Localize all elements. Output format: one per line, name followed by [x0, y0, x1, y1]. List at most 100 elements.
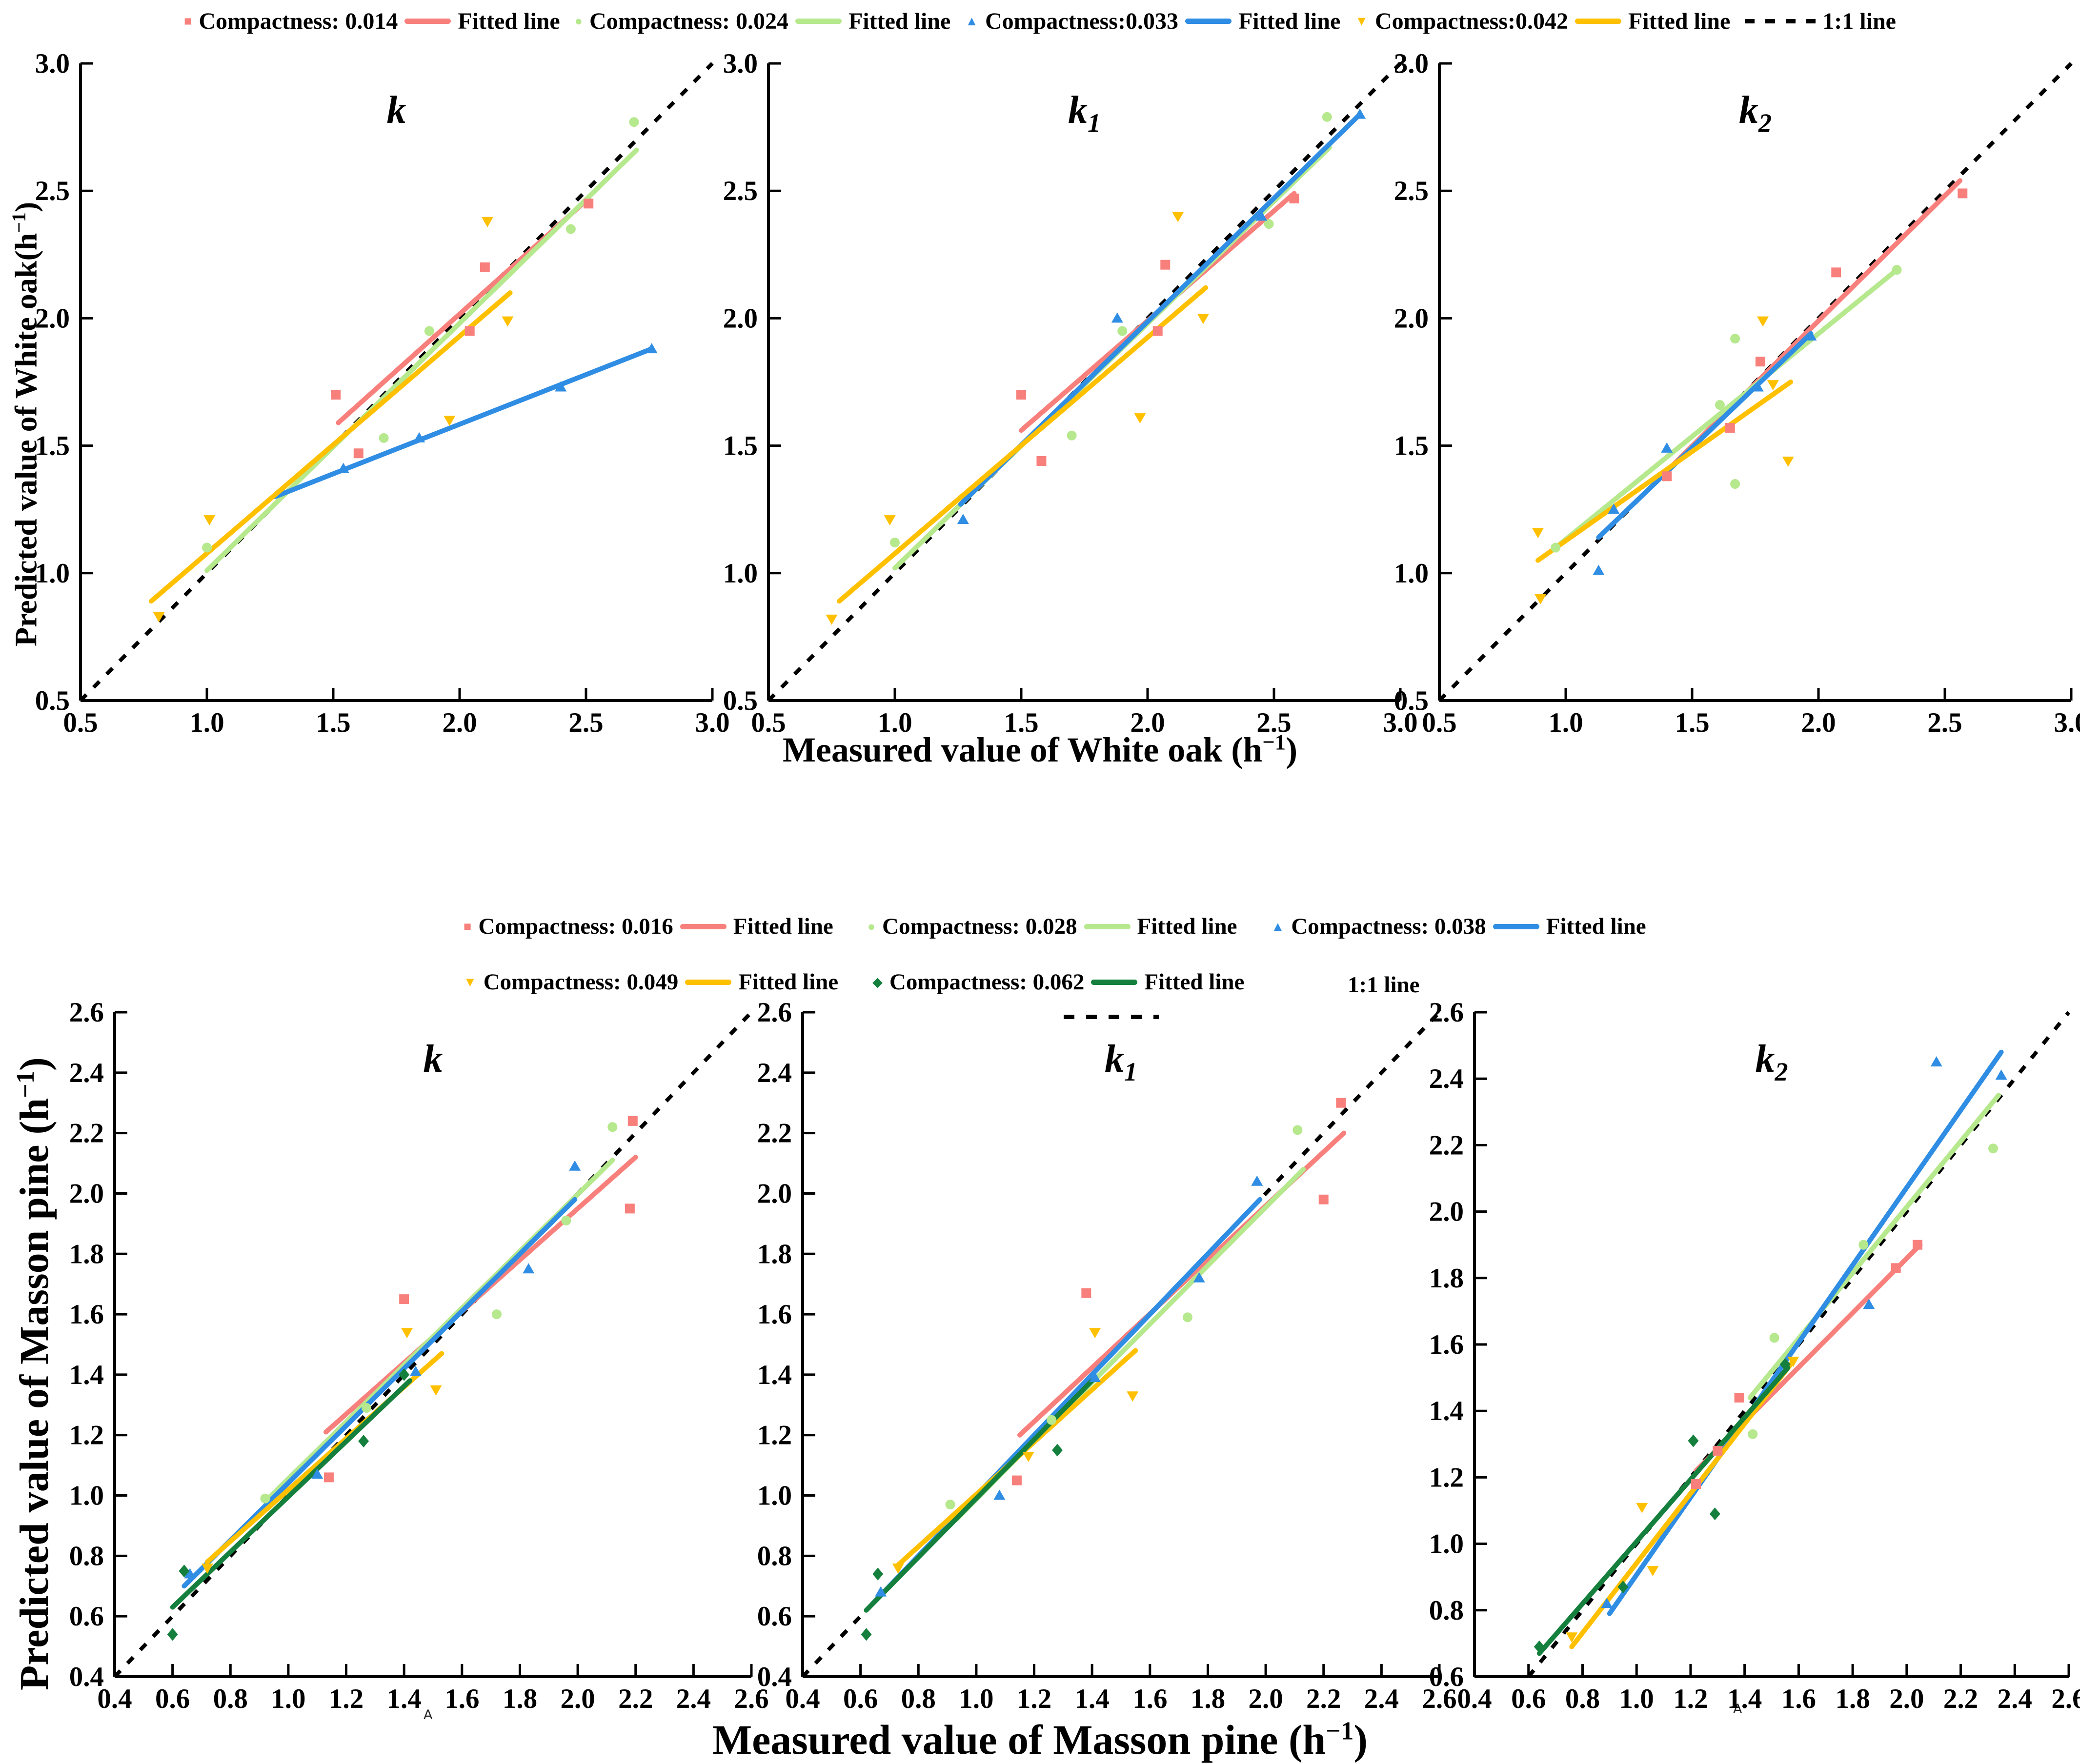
- circle-data-point: [1551, 542, 1561, 553]
- panel-title-subscript: 2: [1775, 1057, 1788, 1086]
- triangle-up-data-point: [1930, 1056, 1942, 1067]
- y-tick-label: 1.8: [757, 1239, 792, 1269]
- fitted-line-darkgreen: [864, 1375, 1098, 1613]
- square-data-point: [625, 1203, 635, 1214]
- panel-title-subscript: 1: [1124, 1057, 1137, 1086]
- triangle-down-data-point: [1757, 316, 1769, 327]
- y-tick-label: 2.0: [1429, 1197, 1464, 1227]
- circle-data-point: [1748, 1429, 1758, 1439]
- x-tick-label: 1.0: [271, 1684, 305, 1714]
- x-tick-label: 1.0: [1548, 707, 1583, 738]
- circle-data-point: [379, 433, 389, 443]
- x-tick-label: 2.0: [1130, 707, 1165, 738]
- x-axis-title-masson-pine: Measured value of Masson pine (h−1): [712, 1716, 1368, 1763]
- triangle-down-data-point: [1532, 528, 1544, 539]
- x-tick-label: 2.4: [1364, 1684, 1399, 1714]
- square-data-point: [480, 262, 490, 272]
- one-to-one-label-bottom: 1:1 line: [1348, 972, 1420, 998]
- square-data-point: [1734, 1392, 1744, 1403]
- y-tick-label: 0.5: [35, 685, 70, 716]
- circle-data-point: [1292, 1125, 1303, 1135]
- diamond-data-point: [1617, 1581, 1629, 1594]
- x-tick-label: 1.6: [1781, 1684, 1816, 1714]
- x-tick-label: 0.6: [1511, 1684, 1546, 1714]
- y-tick-label: 2.6: [69, 997, 104, 1028]
- y-tick-label: 0.4: [757, 1662, 792, 1692]
- y-tick-label: 1.6: [1429, 1329, 1464, 1360]
- triangle-up-data-point: [1995, 1069, 2007, 1080]
- legend-label: Compactness: 0.038: [1291, 914, 1486, 939]
- x-tick-label: 2.0: [560, 1684, 595, 1714]
- y-tick-label: 1.5: [1394, 431, 1429, 461]
- legend-bottom-row1: ■ Compactness: 0.016 Fitted line ● Compa…: [464, 913, 1646, 940]
- circle-data-point: [260, 1493, 270, 1503]
- panel-title-subscript: 2: [1758, 108, 1772, 138]
- one-to-one-line: [113, 1011, 753, 1678]
- x-tick-label: 1.6: [1132, 1684, 1167, 1714]
- legend-bottom-row2: ▼ Compactness: 0.049 Fitted line ◆ Compa…: [464, 969, 1244, 995]
- dashed-line-swatch-bottom-icon: [1064, 1015, 1159, 1019]
- circle-data-point: [424, 326, 434, 336]
- x-tick-label: 1.6: [444, 1684, 479, 1714]
- circle-marker-icon: ●: [574, 14, 583, 28]
- fitted-line-yellow: [1569, 1359, 1796, 1649]
- x-tick-label: 2.0: [442, 707, 477, 738]
- x-tick-label: 1.2: [1017, 1684, 1051, 1714]
- triangle-down-data-point: [430, 1385, 442, 1396]
- x-tick-label: 0.6: [155, 1684, 190, 1714]
- triangle-up-data-point: [413, 432, 425, 442]
- x-tick-label: 0.8: [901, 1684, 936, 1714]
- circle-data-point: [629, 117, 639, 127]
- legend-label: Compactness: 0.062: [889, 969, 1085, 995]
- legend-item-compactness-0049: ▼ Compactness: 0.049 Fitted line: [464, 969, 838, 995]
- triangle-up-marker-icon: ▲: [1271, 919, 1285, 934]
- triangle-up-marker-icon: ▲: [965, 14, 978, 28]
- y-tick-label: 0.6: [1429, 1662, 1464, 1692]
- y-tick-label: 2.0: [757, 1178, 792, 1209]
- y-tick-label: 1.8: [69, 1239, 104, 1269]
- circle-data-point: [565, 224, 576, 234]
- y-tick-label: 3.0: [1394, 48, 1429, 79]
- fitted-line-blue: [1607, 1049, 2004, 1616]
- x-tick-label: 2.6: [734, 1684, 768, 1714]
- triangle-down-data-point: [481, 217, 493, 227]
- panel-title: k1: [1105, 1038, 1137, 1086]
- panel-title: k2: [1739, 89, 1772, 138]
- fitted-line-label: Fitted line: [1144, 969, 1245, 995]
- triangle-down-data-point: [1566, 1632, 1578, 1643]
- triangle-down-data-point: [1535, 594, 1547, 605]
- y-tick-label: 1.2: [1429, 1462, 1464, 1493]
- legend-item-compactness-0062: ◆ Compactness: 0.062 Fitted line: [872, 969, 1244, 995]
- y-tick-label: 0.8: [69, 1541, 104, 1571]
- triangle-up-data-point: [1354, 108, 1366, 119]
- circle-data-point: [1047, 1415, 1057, 1425]
- x-tick-label: 2.4: [676, 1684, 711, 1714]
- panel-title: k2: [1756, 1038, 1788, 1086]
- triangle-up-data-point: [409, 1365, 422, 1376]
- x-tick-label: 1.4: [1075, 1684, 1110, 1714]
- x-tick-label: 3.0: [695, 707, 729, 738]
- y-tick-label: 0.4: [69, 1662, 104, 1692]
- diamond-marker-icon: ◆: [872, 974, 883, 989]
- triangle-down-data-point: [401, 1328, 413, 1339]
- x-tick-label: 2.5: [1927, 707, 1962, 738]
- x-tick-label: 1.8: [503, 1684, 537, 1714]
- panel-title: k: [387, 89, 406, 132]
- x-tick-label: 0.5: [751, 707, 786, 738]
- square-marker-icon: ■: [184, 14, 192, 28]
- y-tick-label: 2.2: [757, 1118, 792, 1149]
- circle-data-point: [561, 1216, 571, 1226]
- panel-masson-pine-k1: 0.4 0.6 0.8 1.0 1.2 1.4 1.6 1.8 2.0 2.2 2.4 2.6 0.4 0…: [757, 997, 1457, 1714]
- triangle-down-data-point: [1022, 1452, 1034, 1463]
- circle-marker-icon: ●: [867, 919, 876, 934]
- y-tick-label: 2.2: [1429, 1130, 1464, 1161]
- triangle-up-data-point: [1089, 1372, 1101, 1383]
- x-tick-label: 1.5: [1675, 707, 1709, 738]
- triangle-down-data-point: [201, 1564, 213, 1574]
- legend-item-compactness-0028: ● Compactness: 0.028 Fitted line: [868, 913, 1237, 940]
- legend-item-compactness-0016: ■ Compactness: 0.016 Fitted line: [464, 913, 833, 940]
- x-tick-label: 1.8: [1191, 1684, 1225, 1714]
- y-tick-label: 1.0: [1394, 558, 1429, 589]
- square-data-point: [323, 1472, 334, 1483]
- fitted-line-label: Fitted line: [1238, 8, 1341, 34]
